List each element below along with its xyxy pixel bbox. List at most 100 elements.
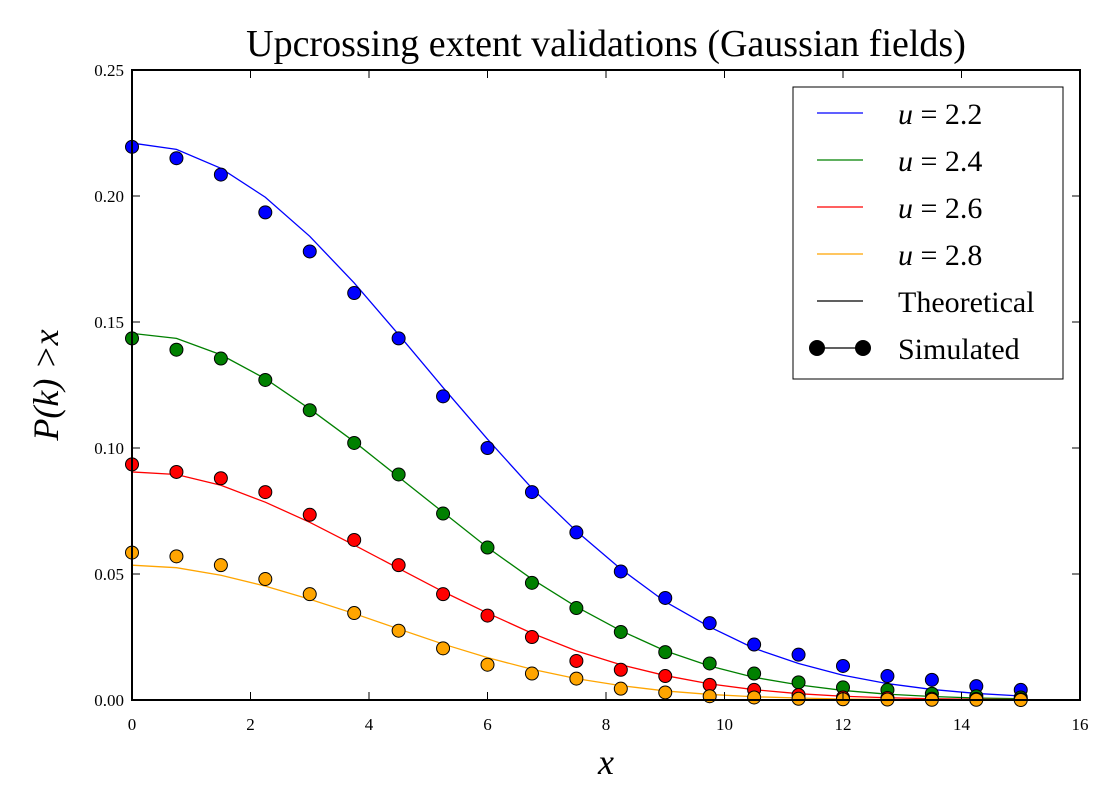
- simulated-point: [569, 671, 584, 686]
- simulated-point: [791, 647, 806, 662]
- simulated-point: [213, 558, 228, 573]
- theoretical-line-series-2: [131, 332, 1021, 700]
- simulated-point: [569, 525, 584, 540]
- simulated-point: [347, 286, 362, 301]
- simulated-point: [747, 690, 762, 705]
- simulated-point: [480, 608, 495, 623]
- legend-label-value: = 2.8: [913, 239, 982, 272]
- simulated-point: [480, 540, 495, 555]
- simulated-point: [524, 485, 539, 500]
- legend-marker-simulated: [809, 340, 825, 356]
- simulated-point: [524, 666, 539, 681]
- simulated-point: [747, 637, 762, 652]
- legend-marker-simulated: [855, 340, 871, 356]
- legend-label-var: u: [898, 98, 913, 131]
- simulated-point: [924, 672, 939, 687]
- legend-label-series-3: u = 2.6: [898, 192, 982, 225]
- simulated-point: [302, 403, 317, 418]
- legend-label-value: = 2.6: [913, 192, 982, 225]
- simulated-point: [480, 441, 495, 455]
- simulated-point: [658, 645, 673, 660]
- legend-label-var: u: [898, 239, 913, 272]
- simulated-point: [658, 590, 673, 605]
- simulated-point: [169, 342, 184, 357]
- simulated-point: [391, 331, 406, 346]
- legend-label-var: u: [898, 192, 913, 225]
- simulated-point: [658, 669, 673, 684]
- simulated-point: [480, 657, 495, 672]
- x-tick-label: 4: [365, 715, 374, 734]
- simulated-point: [569, 653, 584, 668]
- legend-label-var: u: [898, 145, 913, 178]
- y-tick-label: 0.05: [94, 565, 124, 584]
- simulated-point: [436, 587, 451, 602]
- simulated-point: [213, 471, 228, 486]
- simulated-point: [258, 205, 273, 220]
- legend-box: [792, 86, 1064, 380]
- legend-label-value: = 2.2: [913, 98, 982, 131]
- x-tick-label: 16: [1072, 715, 1089, 734]
- simulated-point: [302, 587, 317, 602]
- y-tick-label: 0.00: [94, 691, 124, 710]
- simulated-point: [391, 467, 406, 482]
- x-tick-label: 8: [602, 715, 611, 734]
- legend: u = 2.2u = 2.4u = 2.6u = 2.8TheoreticalS…: [792, 86, 1064, 380]
- simulated-point: [347, 435, 362, 450]
- y-axis-label: P(k) >x: [26, 329, 66, 441]
- theoretical-line-series-3: [131, 471, 1021, 701]
- x-tick-label: 14: [953, 715, 971, 734]
- simulated-point: [258, 572, 273, 587]
- legend-label-series-4: u = 2.8: [898, 239, 982, 272]
- simulated-point: [258, 485, 273, 500]
- x-axis-ticks: 0 2 4 6 8 10 12 14 16: [128, 70, 1089, 734]
- simulated-point: [347, 532, 362, 547]
- simulated-point: [169, 151, 184, 166]
- simulated-point: [347, 606, 362, 621]
- simulated-point: [791, 675, 806, 690]
- simulated-point: [613, 624, 628, 639]
- x-tick-label: 10: [716, 715, 733, 734]
- x-tick-label: 6: [483, 715, 492, 734]
- simulated-point: [613, 564, 628, 579]
- legend-label-simulated: Simulated: [898, 333, 1020, 366]
- legend-label-theoretical: Theoretical: [898, 286, 1035, 319]
- x-tick-label: 0: [128, 715, 137, 734]
- legend-label-value: = 2.4: [913, 145, 982, 178]
- simulated-point: [213, 351, 228, 366]
- simulated-point: [836, 658, 850, 673]
- simulated-point: [658, 685, 673, 700]
- legend-label-series-1: u = 2.2: [898, 98, 982, 131]
- simulated-point: [702, 616, 717, 631]
- simulated-point: [258, 372, 273, 387]
- y-axis-ticks: 0.00 0.05 0.10 0.15 0.20 0.25: [94, 61, 1080, 710]
- simulated-point: [436, 506, 451, 521]
- simulated-point: [791, 691, 806, 706]
- simulated-point: [880, 669, 895, 684]
- simulated-point: [391, 558, 406, 573]
- simulated-point: [169, 464, 184, 479]
- simulated-point: [302, 244, 317, 259]
- y-tick-label: 0.15: [94, 313, 124, 332]
- y-tick-label: 0.10: [94, 439, 124, 458]
- simulated-point: [524, 630, 539, 644]
- x-tick-label: 2: [246, 715, 255, 734]
- y-tick-label: 0.25: [94, 61, 124, 80]
- simulated-point: [391, 623, 406, 638]
- x-axis-label: x: [597, 742, 614, 782]
- legend-label-series-2: u = 2.4: [898, 145, 982, 178]
- simulated-point: [524, 575, 539, 590]
- simulated-point: [613, 681, 628, 696]
- simulated-point: [747, 666, 762, 681]
- simulated-point: [213, 167, 228, 182]
- simulated-point: [436, 389, 451, 404]
- simulated-point: [613, 662, 628, 677]
- chart-title: Upcrossing extent validations (Gaussian …: [246, 23, 966, 65]
- simulated-point: [169, 549, 184, 564]
- simulated-point: [702, 656, 717, 671]
- y-tick-label: 0.20: [94, 187, 124, 206]
- simulated-point: [436, 641, 451, 656]
- x-tick-label: 12: [835, 715, 852, 734]
- simulated-point: [569, 601, 584, 616]
- simulated-point: [302, 507, 317, 522]
